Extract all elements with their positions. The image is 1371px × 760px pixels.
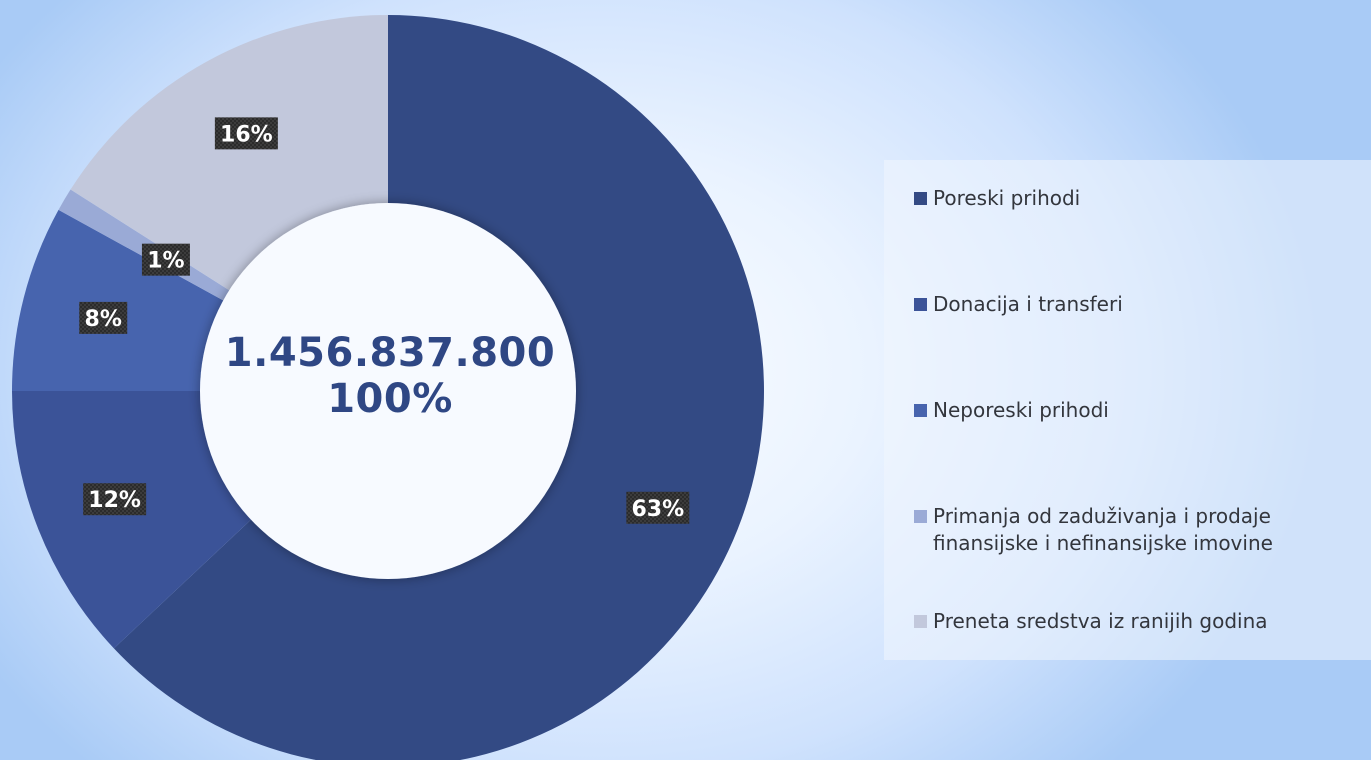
- legend-item-donacija-i-transferi: Donacija i transferi: [914, 291, 1371, 318]
- data-label-text: 16%: [220, 122, 273, 147]
- center-percent: 100%: [327, 376, 453, 422]
- donut-hole: [200, 203, 576, 579]
- data-label-12pct: 12%: [83, 483, 147, 516]
- data-label-text: 63%: [631, 497, 684, 522]
- legend-item-primanja-od-zaduzivanja: Primanja od zaduživanja i prodaje finans…: [914, 503, 1371, 557]
- data-label-text: 1%: [147, 249, 184, 274]
- legend-swatch: [914, 192, 927, 205]
- donut-center-label: 1.456.837.800 100%: [200, 330, 580, 422]
- data-label-box: [83, 483, 147, 516]
- data-label-box: [626, 491, 690, 524]
- data-label-16pct: 16%: [214, 117, 278, 150]
- legend-item-poreski-prihodi: Poreski prihodi: [914, 185, 1371, 212]
- legend-label: Donacija i transferi: [933, 292, 1123, 316]
- legend: Poreski prihodi Donacija i transferi Nep…: [884, 160, 1371, 660]
- legend-label: Neporeski prihodi: [933, 398, 1109, 422]
- data-label-text: 12%: [88, 488, 141, 513]
- data-label-box: [79, 301, 128, 334]
- legend-item-preneta-sredstva: Preneta sredstva iz ranijih godina: [914, 608, 1371, 635]
- legend-swatch: [914, 615, 927, 628]
- data-label-8pct: 8%: [79, 301, 128, 334]
- legend-label: Primanja od zaduživanja i prodaje finans…: [933, 504, 1273, 555]
- legend-label: Poreski prihodi: [933, 186, 1081, 210]
- legend-swatch: [914, 298, 927, 311]
- data-label-box: [214, 117, 278, 150]
- legend-label: Preneta sredstva iz ranijih godina: [933, 609, 1268, 633]
- legend-swatch: [914, 404, 927, 417]
- data-label-63pct: 63%: [626, 491, 690, 524]
- center-total: 1.456.837.800: [224, 330, 556, 376]
- data-label-text: 8%: [85, 307, 122, 332]
- data-label-1pct: 1%: [141, 243, 190, 276]
- legend-swatch: [914, 510, 927, 523]
- data-labels: 63% 12% 8% 1% 16%: [79, 117, 690, 524]
- data-label-box: [141, 243, 190, 276]
- legend-item-neporeski-prihodi: Neporeski prihodi: [914, 397, 1371, 424]
